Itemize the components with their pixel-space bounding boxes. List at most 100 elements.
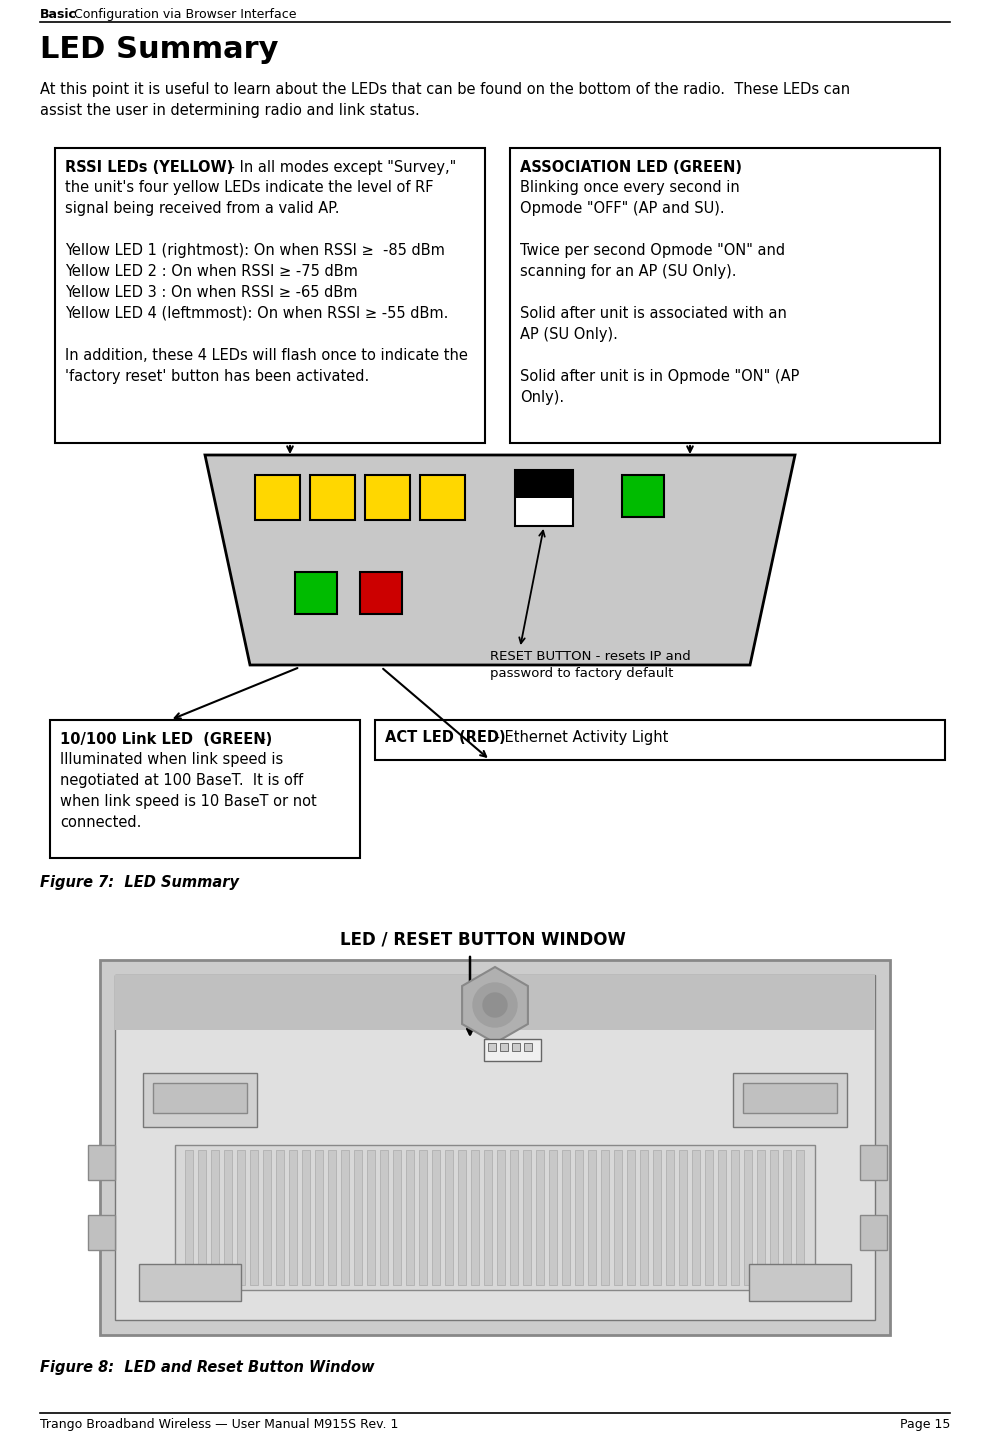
FancyBboxPatch shape bbox=[705, 1150, 713, 1285]
FancyBboxPatch shape bbox=[743, 1084, 837, 1112]
FancyBboxPatch shape bbox=[614, 1150, 622, 1285]
FancyBboxPatch shape bbox=[420, 476, 465, 520]
FancyBboxPatch shape bbox=[744, 1150, 752, 1285]
Text: LED Summary: LED Summary bbox=[40, 35, 278, 63]
FancyBboxPatch shape bbox=[666, 1150, 674, 1285]
Polygon shape bbox=[205, 455, 795, 664]
FancyBboxPatch shape bbox=[770, 1150, 778, 1285]
FancyBboxPatch shape bbox=[276, 1150, 284, 1285]
FancyBboxPatch shape bbox=[523, 1150, 531, 1285]
FancyBboxPatch shape bbox=[515, 470, 573, 526]
FancyBboxPatch shape bbox=[354, 1150, 362, 1285]
FancyBboxPatch shape bbox=[310, 476, 355, 520]
FancyBboxPatch shape bbox=[295, 572, 337, 614]
FancyBboxPatch shape bbox=[375, 720, 945, 759]
FancyBboxPatch shape bbox=[100, 960, 890, 1334]
FancyBboxPatch shape bbox=[622, 476, 664, 517]
FancyBboxPatch shape bbox=[601, 1150, 609, 1285]
FancyBboxPatch shape bbox=[250, 1150, 258, 1285]
FancyBboxPatch shape bbox=[524, 1043, 532, 1050]
Circle shape bbox=[483, 993, 507, 1017]
FancyBboxPatch shape bbox=[289, 1150, 297, 1285]
FancyBboxPatch shape bbox=[302, 1150, 310, 1285]
FancyBboxPatch shape bbox=[224, 1150, 232, 1285]
Text: At this point it is useful to learn about the LEDs that can be found on the bott: At this point it is useful to learn abou… bbox=[40, 82, 850, 118]
FancyBboxPatch shape bbox=[510, 148, 940, 442]
FancyBboxPatch shape bbox=[510, 1150, 518, 1285]
Text: Page 15: Page 15 bbox=[900, 1418, 950, 1431]
Text: - In all modes except "Survey,": - In all modes except "Survey," bbox=[225, 160, 456, 174]
FancyBboxPatch shape bbox=[365, 476, 410, 520]
Text: RESET BUTTON - resets IP and
password to factory default: RESET BUTTON - resets IP and password to… bbox=[490, 650, 691, 680]
Text: Illuminated when link speed is
negotiated at 100 BaseT.  It is off
when link spe: Illuminated when link speed is negotiate… bbox=[60, 752, 317, 830]
FancyBboxPatch shape bbox=[640, 1150, 648, 1285]
FancyBboxPatch shape bbox=[198, 1150, 206, 1285]
FancyBboxPatch shape bbox=[393, 1150, 401, 1285]
FancyBboxPatch shape bbox=[575, 1150, 583, 1285]
FancyBboxPatch shape bbox=[55, 148, 485, 442]
FancyBboxPatch shape bbox=[653, 1150, 661, 1285]
Text: RSSI LEDs (YELLOW): RSSI LEDs (YELLOW) bbox=[65, 160, 234, 174]
FancyBboxPatch shape bbox=[360, 572, 402, 614]
FancyBboxPatch shape bbox=[211, 1150, 219, 1285]
Text: Blinking once every second in
Opmode "OFF" (AP and SU).

Twice per second Opmode: Blinking once every second in Opmode "OF… bbox=[520, 180, 799, 405]
FancyBboxPatch shape bbox=[471, 1150, 479, 1285]
FancyBboxPatch shape bbox=[115, 976, 875, 1320]
Text: LED / RESET BUTTON WINDOW: LED / RESET BUTTON WINDOW bbox=[340, 929, 626, 948]
FancyBboxPatch shape bbox=[185, 1150, 193, 1285]
FancyBboxPatch shape bbox=[115, 976, 875, 1030]
FancyBboxPatch shape bbox=[796, 1150, 804, 1285]
Text: ACT LED (RED): ACT LED (RED) bbox=[385, 731, 506, 745]
FancyBboxPatch shape bbox=[143, 1074, 257, 1127]
FancyBboxPatch shape bbox=[139, 1264, 241, 1301]
Text: -: - bbox=[256, 732, 266, 746]
FancyBboxPatch shape bbox=[536, 1150, 544, 1285]
Text: the unit's four yellow LEDs indicate the level of RF
signal being received from : the unit's four yellow LEDs indicate the… bbox=[65, 180, 468, 383]
FancyBboxPatch shape bbox=[380, 1150, 388, 1285]
FancyBboxPatch shape bbox=[718, 1150, 726, 1285]
FancyBboxPatch shape bbox=[588, 1150, 596, 1285]
Text: Figure 8:  LED and Reset Button Window: Figure 8: LED and Reset Button Window bbox=[40, 1360, 374, 1375]
FancyBboxPatch shape bbox=[445, 1150, 453, 1285]
Text: Configuration via Browser Interface: Configuration via Browser Interface bbox=[70, 9, 296, 22]
FancyBboxPatch shape bbox=[341, 1150, 349, 1285]
FancyBboxPatch shape bbox=[749, 1264, 851, 1301]
FancyBboxPatch shape bbox=[860, 1215, 887, 1249]
Text: Basic: Basic bbox=[40, 9, 77, 22]
FancyBboxPatch shape bbox=[50, 720, 360, 857]
Text: 10/100 Link LED  (GREEN): 10/100 Link LED (GREEN) bbox=[60, 732, 272, 746]
FancyBboxPatch shape bbox=[315, 1150, 323, 1285]
Text: ASSOCIATION LED (GREEN): ASSOCIATION LED (GREEN) bbox=[520, 160, 742, 174]
FancyBboxPatch shape bbox=[500, 1043, 508, 1050]
FancyBboxPatch shape bbox=[731, 1150, 739, 1285]
FancyBboxPatch shape bbox=[432, 1150, 440, 1285]
FancyBboxPatch shape bbox=[679, 1150, 687, 1285]
FancyBboxPatch shape bbox=[419, 1150, 427, 1285]
FancyBboxPatch shape bbox=[367, 1150, 375, 1285]
FancyBboxPatch shape bbox=[562, 1150, 570, 1285]
Text: Trango Broadband Wireless — User Manual M915S Rev. 1: Trango Broadband Wireless — User Manual … bbox=[40, 1418, 398, 1431]
FancyBboxPatch shape bbox=[488, 1043, 496, 1050]
Circle shape bbox=[473, 983, 517, 1027]
Text: Figure 7:  LED Summary: Figure 7: LED Summary bbox=[40, 875, 239, 891]
FancyBboxPatch shape bbox=[406, 1150, 414, 1285]
FancyBboxPatch shape bbox=[549, 1150, 557, 1285]
FancyBboxPatch shape bbox=[783, 1150, 791, 1285]
FancyBboxPatch shape bbox=[627, 1150, 635, 1285]
Polygon shape bbox=[462, 967, 528, 1043]
FancyBboxPatch shape bbox=[692, 1150, 700, 1285]
FancyBboxPatch shape bbox=[860, 1146, 887, 1180]
FancyBboxPatch shape bbox=[497, 1150, 505, 1285]
Text: - Ethernet Activity Light: - Ethernet Activity Light bbox=[490, 731, 668, 745]
FancyBboxPatch shape bbox=[733, 1074, 847, 1127]
FancyBboxPatch shape bbox=[458, 1150, 466, 1285]
FancyBboxPatch shape bbox=[255, 476, 300, 520]
FancyBboxPatch shape bbox=[484, 1039, 541, 1061]
FancyBboxPatch shape bbox=[757, 1150, 765, 1285]
FancyBboxPatch shape bbox=[512, 1043, 520, 1050]
FancyBboxPatch shape bbox=[88, 1146, 115, 1180]
FancyBboxPatch shape bbox=[237, 1150, 245, 1285]
FancyBboxPatch shape bbox=[153, 1084, 247, 1112]
FancyBboxPatch shape bbox=[328, 1150, 336, 1285]
FancyBboxPatch shape bbox=[263, 1150, 271, 1285]
